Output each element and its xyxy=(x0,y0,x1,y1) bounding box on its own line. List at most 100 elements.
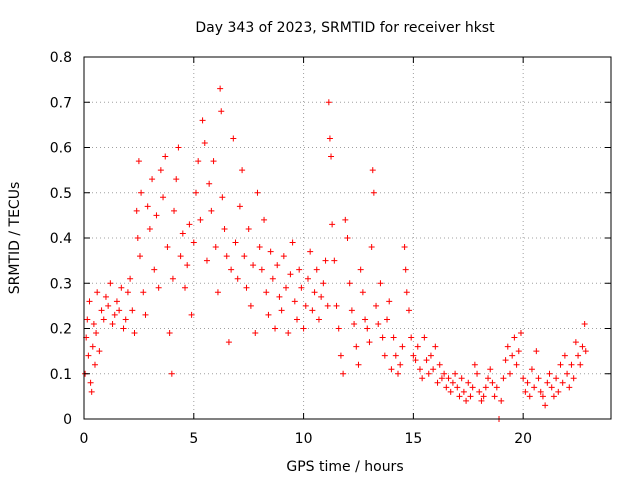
data-point xyxy=(438,375,445,382)
data-point xyxy=(348,307,355,314)
data-point xyxy=(133,207,140,214)
data-point xyxy=(351,320,358,327)
data-point xyxy=(214,289,221,296)
data-point xyxy=(454,384,461,391)
data-point xyxy=(162,153,169,160)
data-point xyxy=(395,370,402,377)
data-point xyxy=(559,379,566,386)
data-point xyxy=(412,357,419,364)
data-point xyxy=(144,203,151,210)
data-point xyxy=(184,262,191,269)
data-point xyxy=(432,343,439,350)
data-point xyxy=(217,85,224,92)
data-point xyxy=(416,366,423,373)
data-point xyxy=(434,379,441,386)
data-point xyxy=(164,244,171,251)
data-point xyxy=(399,343,406,350)
data-point xyxy=(153,212,160,219)
data-point xyxy=(557,361,564,368)
x-axis-label: GPS time / hours xyxy=(286,459,403,475)
grid-lines xyxy=(84,57,611,419)
data-point xyxy=(500,375,507,382)
data-point xyxy=(377,280,384,287)
data-point xyxy=(85,352,92,359)
data-point xyxy=(296,266,303,273)
data-point xyxy=(344,235,351,241)
data-point xyxy=(456,393,463,400)
data-point xyxy=(234,275,241,282)
data-point xyxy=(537,388,544,395)
data-point xyxy=(182,284,189,291)
data-point xyxy=(258,266,265,273)
data-point xyxy=(553,375,560,382)
data-point xyxy=(269,275,276,282)
x-tick-label: 20 xyxy=(514,431,532,447)
x-tick-label: 0 xyxy=(80,431,89,447)
data-point xyxy=(392,352,399,359)
data-point xyxy=(568,361,575,368)
data-point xyxy=(256,244,263,251)
data-point xyxy=(86,298,93,305)
data-point xyxy=(283,284,290,291)
data-point xyxy=(582,348,589,355)
data-point xyxy=(208,207,215,214)
data-point xyxy=(93,330,100,337)
data-point xyxy=(535,375,542,382)
data-point xyxy=(384,316,391,323)
data-point xyxy=(533,348,540,355)
data-point xyxy=(102,293,109,300)
data-point xyxy=(401,244,408,251)
data-point xyxy=(357,266,364,273)
data-point xyxy=(250,262,257,269)
data-point xyxy=(136,253,143,260)
data-point xyxy=(206,180,213,187)
data-point xyxy=(218,108,225,115)
data-point xyxy=(90,320,97,327)
data-point xyxy=(287,271,294,278)
data-point xyxy=(359,289,366,296)
data-point xyxy=(219,194,226,201)
data-point xyxy=(449,379,456,386)
data-point xyxy=(515,348,522,355)
y-axis-label: SRMTID / TECUs xyxy=(7,182,23,295)
data-point xyxy=(190,239,197,246)
data-point xyxy=(368,244,375,251)
data-point xyxy=(98,307,105,314)
data-point xyxy=(232,239,239,246)
data-point xyxy=(239,167,246,174)
data-point xyxy=(443,384,450,391)
y-tick-label: 0.1 xyxy=(50,367,72,383)
data-point xyxy=(353,343,360,350)
data-point xyxy=(478,397,485,404)
data-point xyxy=(414,343,421,350)
data-point xyxy=(390,334,397,341)
data-point xyxy=(381,352,388,359)
data-point xyxy=(212,244,219,251)
data-point xyxy=(458,375,465,382)
data-point xyxy=(511,334,518,341)
data-point xyxy=(135,158,142,165)
data-point xyxy=(169,275,176,282)
data-point xyxy=(493,384,500,391)
data-point xyxy=(506,370,513,377)
data-point xyxy=(122,316,129,323)
data-point xyxy=(542,402,549,409)
data-point xyxy=(452,370,459,377)
data-point xyxy=(370,189,377,196)
data-point xyxy=(151,266,158,273)
data-point xyxy=(197,216,204,223)
data-point xyxy=(223,253,230,260)
data-point xyxy=(175,144,182,151)
data-point xyxy=(564,370,571,377)
data-point xyxy=(302,302,309,309)
data-point xyxy=(324,302,331,309)
data-point xyxy=(278,307,285,314)
data-point xyxy=(555,388,562,395)
data-point xyxy=(476,388,483,395)
data-point xyxy=(550,393,557,400)
data-point xyxy=(570,375,577,382)
data-point xyxy=(291,298,298,305)
y-tick-label: 0.7 xyxy=(50,95,72,111)
data-point xyxy=(203,257,210,264)
